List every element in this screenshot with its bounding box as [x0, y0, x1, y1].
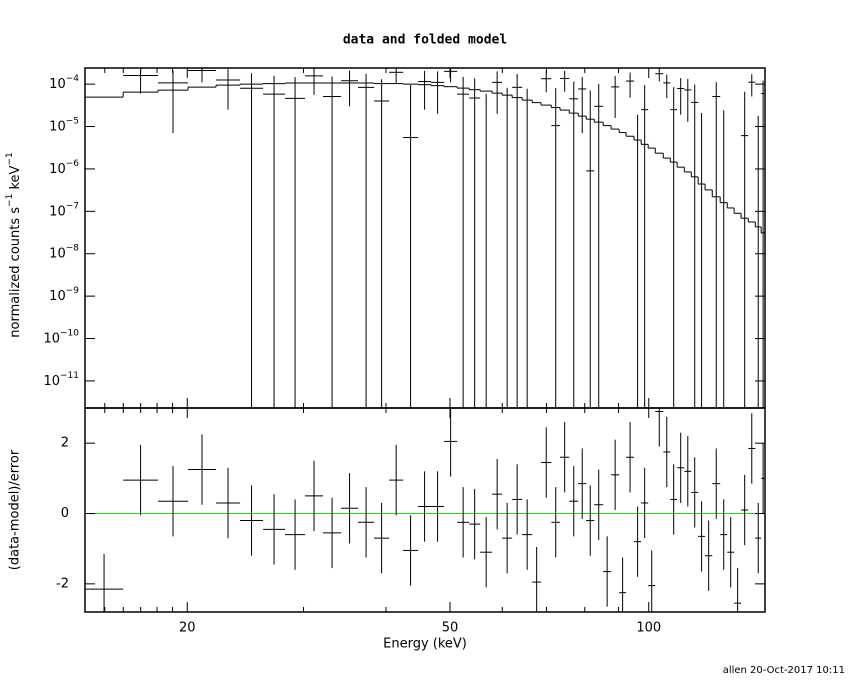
y-axis-label-part: normalized counts s — [8, 207, 23, 338]
y-tick-label: 10−11 — [43, 370, 79, 388]
y-tick-label: 10−5 — [49, 116, 79, 134]
y-tick-base: 10 — [49, 161, 66, 176]
residual-y-axis-label: (data-model)/error — [8, 449, 23, 570]
x-tick-label: 100 — [636, 621, 661, 636]
y-tick-exponent: −9 — [66, 286, 80, 296]
y-tick-exponent: −10 — [60, 328, 79, 338]
y-tick-base: 10 — [49, 289, 66, 304]
y-tick-exponent: −4 — [66, 74, 80, 84]
y2-tick-label: 2 — [61, 436, 69, 451]
x-tick-label: 20 — [179, 621, 196, 636]
y-tick-label: 10−9 — [49, 286, 79, 304]
y-tick-base: 10 — [49, 204, 66, 219]
y-axis-label-exponent: −1 — [5, 152, 15, 165]
y-axis-label: normalized counts s−1 keV−1 — [5, 152, 23, 337]
y-tick-exponent: −5 — [66, 116, 79, 126]
bottom-frame — [84, 407, 766, 613]
x-axis-label: Energy (keV) — [383, 637, 467, 652]
residual-panel — [85, 408, 765, 612]
y-tick-label: 10−4 — [49, 74, 79, 92]
y-tick-base: 10 — [43, 373, 60, 388]
y-tick-exponent: −11 — [60, 370, 79, 380]
y2-tick-label: 0 — [61, 506, 69, 521]
y-tick-label: 10−6 — [49, 158, 79, 176]
y-tick-exponent: −8 — [66, 243, 80, 253]
top-frame — [84, 67, 766, 409]
y-tick-exponent: −6 — [66, 158, 80, 168]
y-axis-label-exponent: −1 — [5, 194, 15, 207]
y-tick-base: 10 — [49, 119, 66, 134]
y-tick-label: 10−10 — [43, 328, 79, 346]
y2-tick-label: -2 — [56, 576, 69, 591]
chart-title: data and folded model — [343, 33, 507, 48]
footer: allen 20-Oct-2017 10:11 — [723, 665, 845, 676]
y-tick-exponent: −7 — [66, 201, 79, 211]
y-tick-base: 10 — [49, 77, 66, 92]
y-tick-label: 10−7 — [49, 201, 79, 219]
y-axis-label-part: keV — [8, 165, 23, 193]
spectrum-panel — [85, 68, 765, 408]
y-tick-base: 10 — [49, 246, 66, 261]
y-tick-label: 10−8 — [49, 243, 79, 261]
x-tick-label: 50 — [442, 621, 459, 636]
y-tick-base: 10 — [43, 331, 60, 346]
